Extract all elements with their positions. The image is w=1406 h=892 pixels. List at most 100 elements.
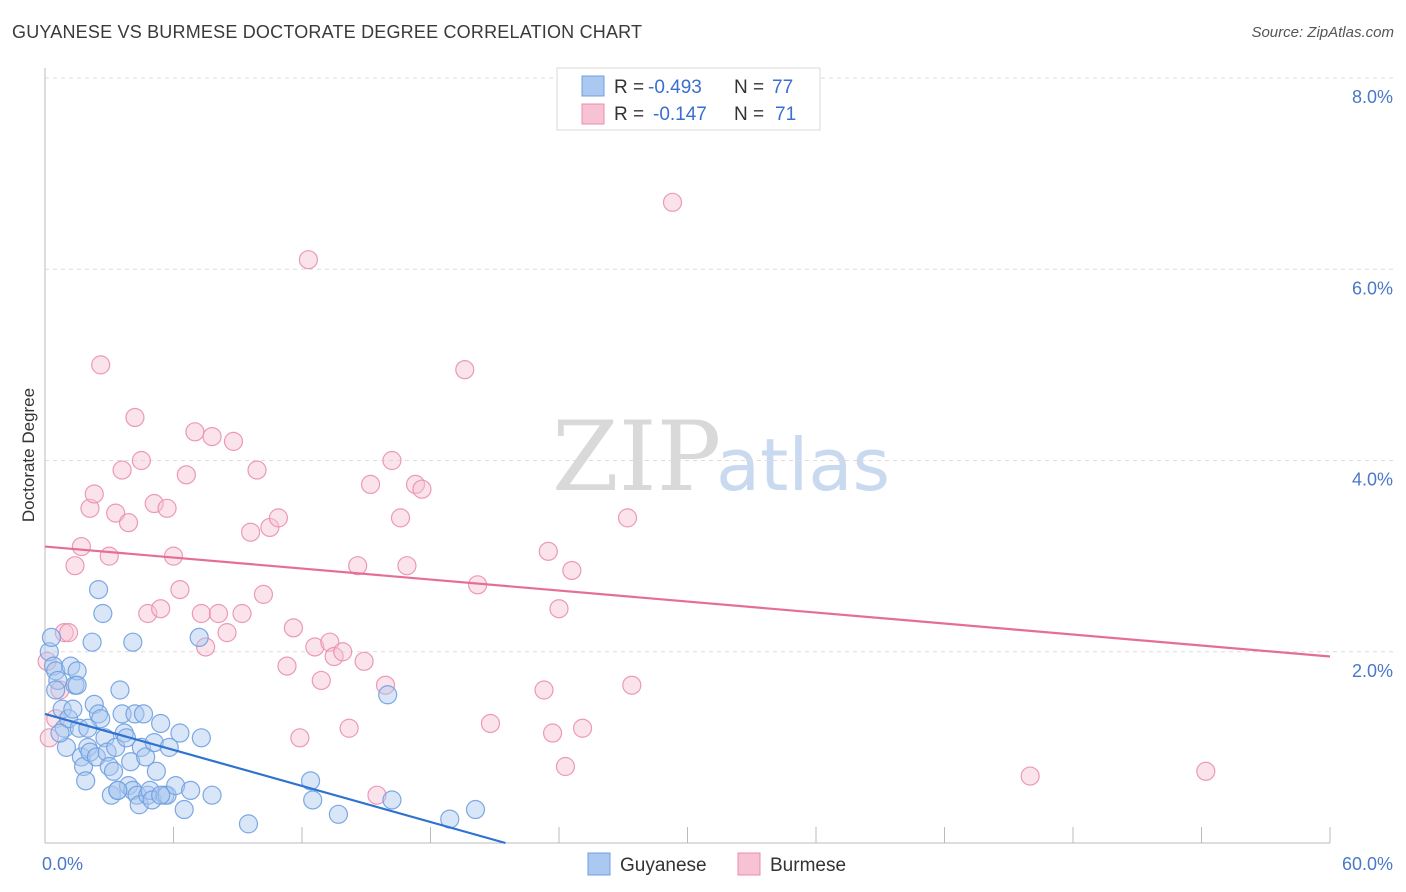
legend-r-value-2: -0.147 [653, 104, 707, 125]
burmese-point [390, 508, 411, 528]
legend-r-value-1: -0.493 [648, 77, 702, 98]
burmese-point [112, 460, 132, 480]
burmese-point [617, 508, 638, 528]
y-tick-label: 8.0% [1352, 87, 1393, 107]
guyanese-point [39, 642, 59, 662]
legend-swatch-guyanese [581, 75, 605, 97]
guyanese-point [50, 723, 70, 743]
guyanese-point [151, 785, 171, 805]
burmese-point [354, 651, 374, 671]
y-tick-labels: 2.0% 4.0% 6.0% 8.0% [1352, 87, 1393, 681]
guyanese-point [151, 713, 171, 734]
guyanese-point [303, 790, 323, 810]
guyanese-point [73, 756, 94, 777]
guyanese-point [84, 694, 104, 714]
burmese-point [106, 503, 126, 523]
guyanese-point [82, 632, 102, 652]
burmese-point [1196, 761, 1216, 781]
guyanese-point [127, 785, 147, 805]
bottom-legend-guyanese: Guyanese [620, 855, 707, 876]
guyanese-point [93, 603, 113, 624]
burmese-point [572, 718, 593, 738]
guyanese-point [123, 632, 143, 652]
guyanese-point [46, 680, 66, 700]
burmese-point [360, 474, 381, 495]
legend-r-label-2: R = [614, 104, 644, 125]
burmese-point [367, 785, 387, 805]
guyanese-point [191, 728, 211, 748]
burmese-point [196, 637, 216, 657]
burmese-point [298, 250, 319, 270]
burmese-point [622, 675, 642, 695]
burmese-point [311, 670, 331, 691]
legend-n-label-1: N = [734, 77, 764, 98]
burmese-point [534, 680, 554, 700]
guyanese-point [300, 771, 321, 791]
guyanese-point [86, 747, 107, 767]
legend-n-value-1: 77 [772, 77, 793, 98]
guyanese-point [63, 699, 83, 719]
burmese-point [118, 513, 139, 533]
legend-swatch-burmese [581, 103, 605, 125]
burmese-point [223, 431, 244, 451]
guyanese-point [56, 737, 77, 757]
watermark-zip: ZIP [552, 401, 721, 513]
burmese-point [39, 728, 59, 748]
bottom-legend-swatch-burmese [737, 852, 761, 876]
guyanese-trend-line [44, 712, 506, 845]
burmese-point [1020, 766, 1040, 786]
burmese-trend-line [44, 545, 1331, 658]
burmese-point [247, 460, 267, 480]
guyanese-point [136, 747, 156, 767]
guyanese-point [106, 737, 126, 757]
correlation-legend: R = -0.493 N = 77 R = -0.147 N = 71 [556, 67, 821, 131]
guyanese-point [328, 804, 349, 824]
burmese-point [144, 493, 164, 514]
x-tick-label: 60.0% [1342, 854, 1393, 874]
burmese-point [562, 560, 582, 581]
burmese-point [662, 192, 683, 212]
legend-n-value-2: 71 [775, 104, 796, 125]
burmese-point [185, 422, 205, 442]
burmese-point [131, 450, 151, 471]
burmese-point [176, 465, 196, 485]
burmese-point [412, 479, 432, 499]
burmese-point [382, 450, 402, 471]
chart-title: GUYANESE VS BURMESE DOCTORATE DEGREE COR… [12, 22, 643, 42]
burmese-point [480, 713, 501, 734]
watermark-atlas: atlas [716, 423, 890, 507]
burmese-point [455, 360, 475, 380]
burmese-point [170, 579, 190, 600]
guyanese-point [121, 752, 141, 772]
guyanese-point [103, 761, 124, 781]
y-axis-label: Doctorate Degree [19, 388, 38, 522]
guyanese-point [170, 723, 190, 743]
grid [45, 77, 1395, 653]
burmese-point [151, 599, 171, 619]
guyanese-point [465, 799, 486, 820]
guyanese-point [46, 661, 66, 681]
x-tick-label: 0.0% [42, 854, 83, 874]
guyanese-point [76, 771, 96, 791]
trend-lines [44, 545, 1331, 845]
burmese-point [277, 656, 297, 676]
burmese-point [555, 756, 576, 777]
burmese-point [138, 603, 158, 624]
guyanese-point [95, 728, 115, 748]
x-tick-labels: 0.0% 60.0% [42, 854, 1393, 874]
bottom-legend-swatch-guyanese [587, 852, 611, 876]
burmese-point [290, 728, 310, 748]
legend-n-label-2: N = [734, 104, 764, 125]
burmese-point [241, 522, 261, 542]
guyanese-point [108, 780, 128, 801]
burmese-point [542, 723, 563, 743]
burmese-point [333, 642, 353, 662]
guyanese-points [39, 579, 486, 834]
burmese-point [157, 498, 177, 518]
burmese-point [549, 599, 569, 619]
burmese-point [538, 541, 558, 561]
y-tick-label: 6.0% [1352, 278, 1393, 298]
burmese-point [65, 556, 85, 576]
burmese-point [375, 675, 396, 695]
guyanese-point [146, 761, 166, 781]
